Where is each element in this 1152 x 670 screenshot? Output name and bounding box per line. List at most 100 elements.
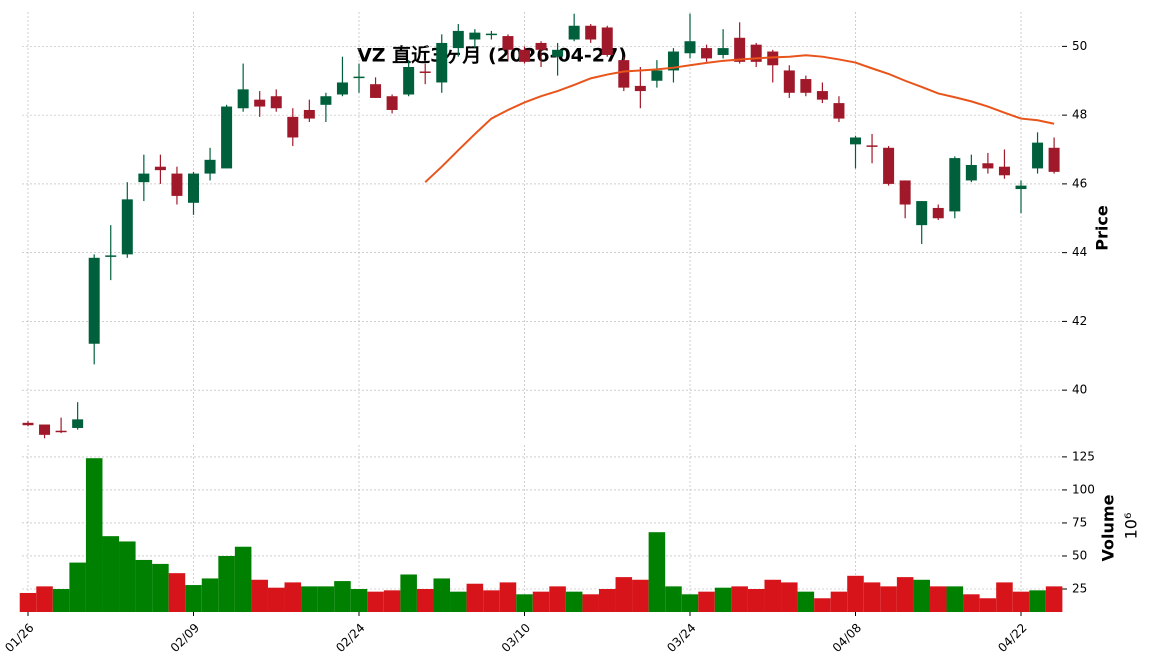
candle-body bbox=[436, 42, 448, 83]
candle-body bbox=[287, 116, 299, 138]
volume-bar bbox=[549, 586, 566, 612]
candle-body bbox=[204, 159, 216, 174]
volume-bar bbox=[681, 594, 699, 612]
candle-body bbox=[419, 71, 431, 73]
candle-body bbox=[452, 30, 464, 49]
volume-bar bbox=[69, 562, 86, 612]
candle-body bbox=[750, 44, 762, 62]
volume-bar bbox=[648, 532, 666, 612]
x-tick-label: 04/22 bbox=[995, 621, 1029, 655]
volume-bar bbox=[532, 591, 550, 612]
chart-title: VZ 直近3ヶ月 (2026-04-27) bbox=[357, 44, 627, 67]
volume-bar bbox=[781, 582, 798, 612]
volume-bar bbox=[234, 546, 252, 612]
y-tick-label: 100 bbox=[1072, 482, 1095, 496]
x-tick-label: 01/26 bbox=[2, 621, 36, 655]
volume-bar bbox=[929, 586, 947, 612]
candle-body bbox=[1015, 185, 1027, 190]
volume-bar bbox=[251, 579, 268, 612]
volume-bar bbox=[185, 585, 202, 612]
volume-bar bbox=[1012, 591, 1030, 612]
volume-bar bbox=[632, 579, 649, 612]
candle-body bbox=[519, 49, 530, 62]
x-tick-label: 03/24 bbox=[664, 621, 698, 655]
candle-body bbox=[601, 27, 613, 55]
volume-axis-label: Volume bbox=[1099, 494, 1118, 561]
volume-bar bbox=[797, 591, 815, 612]
volume-bar bbox=[946, 586, 964, 612]
y-tick-label: 75 bbox=[1072, 515, 1087, 529]
candle-body bbox=[949, 158, 961, 212]
candle-body bbox=[634, 85, 646, 92]
volume-bar bbox=[731, 586, 748, 612]
volume-scale-label: 10⁶ bbox=[1122, 513, 1141, 540]
candle-body bbox=[237, 89, 249, 109]
y-tick-label: 40 bbox=[1072, 383, 1087, 397]
volume-bar bbox=[400, 574, 417, 612]
candle-body bbox=[502, 36, 514, 50]
volume-bar bbox=[747, 589, 765, 612]
volume-bar bbox=[598, 589, 616, 612]
volume-bar bbox=[350, 589, 368, 612]
candle-body bbox=[353, 76, 365, 79]
candle-body bbox=[386, 96, 398, 110]
candle-body bbox=[403, 67, 415, 95]
volume-bar bbox=[383, 590, 401, 612]
candle-body bbox=[568, 25, 580, 40]
candle-body bbox=[535, 42, 547, 50]
candle-body bbox=[1032, 142, 1044, 169]
volume-bar bbox=[119, 541, 136, 612]
candle-body bbox=[171, 173, 183, 196]
candle-body bbox=[72, 419, 84, 428]
volume-bar bbox=[317, 586, 335, 612]
candle-body bbox=[485, 33, 497, 36]
volume-bar bbox=[814, 598, 831, 612]
candle-body bbox=[833, 103, 845, 119]
x-tick-label: 03/10 bbox=[499, 621, 533, 655]
y-axis-label: Price bbox=[1093, 205, 1112, 251]
volume-bar bbox=[1045, 586, 1063, 612]
volume-bar bbox=[847, 575, 864, 612]
candle-body bbox=[618, 60, 630, 88]
volume-bar bbox=[267, 587, 285, 612]
volume-bar bbox=[466, 583, 484, 612]
candle-body bbox=[303, 109, 315, 119]
volume-bar bbox=[19, 592, 37, 612]
candle-body bbox=[965, 164, 977, 181]
volume-bar bbox=[516, 594, 533, 612]
volume-bar bbox=[218, 555, 235, 612]
candle-body bbox=[221, 106, 233, 169]
y-tick-label: 25 bbox=[1072, 582, 1087, 596]
candle-body bbox=[717, 48, 729, 55]
volume-bar bbox=[102, 536, 120, 612]
candle-body bbox=[154, 166, 166, 171]
volume-bar bbox=[450, 591, 467, 612]
volume-bar bbox=[201, 578, 219, 612]
volume-bar bbox=[367, 591, 384, 612]
volume-bar bbox=[979, 598, 997, 612]
candle-body bbox=[651, 70, 663, 81]
candle-body bbox=[800, 79, 812, 93]
volume-bar bbox=[152, 563, 169, 612]
candle-body bbox=[899, 180, 911, 205]
x-tick-label: 04/08 bbox=[830, 621, 864, 655]
volume-bar bbox=[565, 591, 583, 612]
candle-body bbox=[88, 257, 100, 344]
candle-body bbox=[254, 99, 266, 107]
volume-bar bbox=[52, 589, 70, 612]
candle-body bbox=[320, 96, 332, 105]
candle-body bbox=[22, 422, 34, 426]
candle-body bbox=[883, 147, 895, 184]
volume-bar bbox=[764, 579, 782, 612]
y-tick-label: 48 bbox=[1072, 108, 1087, 122]
y-tick-label: 42 bbox=[1072, 314, 1087, 328]
volume-bar bbox=[896, 577, 914, 612]
volume-bar bbox=[36, 586, 53, 612]
candle-body bbox=[734, 37, 746, 62]
volume-bar bbox=[714, 587, 732, 612]
x-tick-label: 02/24 bbox=[333, 621, 367, 655]
candle-body bbox=[1048, 147, 1060, 172]
candle-body bbox=[552, 49, 564, 57]
candle-body bbox=[138, 173, 150, 183]
